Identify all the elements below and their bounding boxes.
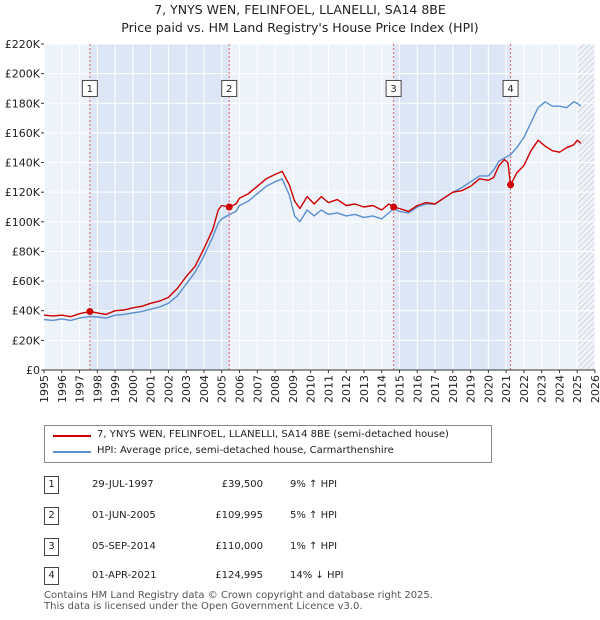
y-tick-label: £140K bbox=[5, 157, 41, 170]
x-tick-label: 2002 bbox=[162, 375, 175, 403]
y-tick-label: £160K bbox=[5, 127, 41, 140]
legend-label-hpi: HPI: Average price, semi-detached house,… bbox=[97, 445, 394, 456]
y-tick-label: £0 bbox=[26, 364, 40, 377]
sale-label-box bbox=[81, 79, 98, 97]
x-tick-label: 2014 bbox=[376, 375, 389, 403]
footer-copyright: Contains HM Land Registry data © Crown c… bbox=[44, 590, 433, 601]
x-tick-label: 1996 bbox=[56, 375, 69, 403]
shaded-period bbox=[393, 44, 511, 370]
x-tick-label: 2024 bbox=[553, 375, 566, 403]
x-tick-label: 2023 bbox=[536, 375, 549, 403]
transaction-price: £110,000 bbox=[215, 541, 263, 552]
x-tick-label: 2015 bbox=[393, 375, 406, 403]
sale-point bbox=[225, 203, 233, 211]
y-tick-label: £220K bbox=[5, 38, 41, 51]
transaction-date: 29-JUL-1997 bbox=[92, 479, 154, 490]
x-tick-label: 2012 bbox=[340, 375, 353, 403]
x-tick-label: 1995 bbox=[38, 375, 51, 403]
x-tick-label: 2016 bbox=[411, 375, 424, 403]
chart-title: 7, YNYS WEN, FELINFOEL, LLANELLI, SA14 8… bbox=[154, 2, 446, 17]
x-tick-label: 2010 bbox=[305, 375, 318, 403]
transaction-hpi: 1% ↑ HPI bbox=[290, 541, 338, 552]
x-tick-label: 2006 bbox=[234, 375, 247, 403]
sale-label-text: 2 bbox=[226, 84, 232, 95]
x-tick-label: 2025 bbox=[571, 375, 584, 403]
hpi-line bbox=[43, 101, 582, 322]
y-tick-label: £40K bbox=[12, 305, 41, 318]
transaction-number: 1 bbox=[44, 476, 59, 494]
sale-label-box bbox=[502, 79, 519, 97]
transaction-date: 01-APR-2021 bbox=[92, 570, 157, 581]
legend-label-property: 7, YNYS WEN, FELINFOEL, LLANELLI, SA14 8… bbox=[97, 429, 449, 440]
transaction-hpi: 14% ↓ HPI bbox=[290, 570, 344, 581]
sale-point bbox=[86, 307, 94, 315]
x-tick-label: 2026 bbox=[589, 375, 600, 403]
x-tick-label: 2011 bbox=[322, 375, 335, 403]
transaction-number: 4 bbox=[44, 567, 59, 585]
transaction-hpi: 9% ↑ HPI bbox=[290, 479, 338, 490]
transaction-number: 3 bbox=[44, 538, 59, 556]
sale-label-text: 4 bbox=[507, 84, 513, 95]
transaction-price: £39,500 bbox=[221, 479, 263, 490]
x-tick-label: 2022 bbox=[518, 375, 531, 403]
sale-label-box bbox=[221, 79, 238, 97]
legend-swatch-property bbox=[53, 435, 91, 437]
x-tick-label: 2018 bbox=[447, 375, 460, 403]
y-tick-label: £120K bbox=[5, 186, 41, 199]
sale-point bbox=[390, 203, 398, 211]
legend-swatch-hpi bbox=[53, 451, 91, 453]
transaction-hpi: 5% ↑ HPI bbox=[290, 510, 338, 521]
x-tick-label: 1998 bbox=[91, 375, 104, 403]
price-chart: 1 2 3 4 £0 £20K £40K £60K £80K £100K £120K £140K £16… bbox=[5, 38, 600, 403]
transaction-date: 01-JUN-2005 bbox=[92, 510, 156, 521]
transaction-number: 2 bbox=[44, 507, 59, 525]
sale-label-text: 1 bbox=[87, 84, 93, 95]
x-tick-label: 2020 bbox=[482, 375, 495, 403]
transaction-date: 05-SEP-2014 bbox=[92, 541, 156, 552]
transaction-price: £109,995 bbox=[215, 510, 263, 521]
y-tick-label: £200K bbox=[5, 68, 41, 81]
x-tick-label: 2017 bbox=[429, 375, 442, 403]
x-tick-label: 2019 bbox=[465, 375, 478, 403]
x-tick-label: 2003 bbox=[180, 375, 193, 403]
x-tick-label: 2004 bbox=[198, 375, 211, 403]
sale-label-text: 3 bbox=[390, 84, 396, 95]
footer-licence: This data is licensed under the Open Gov… bbox=[44, 601, 363, 612]
x-tick-label: 1997 bbox=[74, 375, 87, 403]
y-tick-label: £180K bbox=[5, 97, 41, 110]
x-tick-label: 2009 bbox=[287, 375, 300, 403]
x-tick-label: 2008 bbox=[269, 375, 282, 403]
x-tick-label: 2005 bbox=[216, 375, 229, 403]
sale-label-box bbox=[385, 79, 402, 97]
sale-point bbox=[507, 181, 515, 189]
x-tick-label: 2001 bbox=[145, 375, 158, 403]
transaction-price: £124,995 bbox=[215, 570, 263, 581]
y-tick-label: £60K bbox=[12, 275, 41, 288]
legend: 7, YNYS WEN, FELINFOEL, LLANELLI, SA14 8… bbox=[44, 425, 492, 463]
x-tick-label: 2021 bbox=[500, 375, 513, 403]
chart-subtitle: Price paid vs. HM Land Registry's House … bbox=[121, 20, 479, 35]
shaded-period bbox=[89, 44, 230, 370]
x-tick-label: 2007 bbox=[251, 375, 264, 403]
y-tick-label: £80K bbox=[12, 245, 41, 258]
x-tick-label: 1999 bbox=[109, 375, 122, 403]
y-tick-label: £20K bbox=[12, 334, 41, 347]
x-tick-label: 2000 bbox=[127, 375, 140, 403]
x-tick-label: 2013 bbox=[358, 375, 371, 403]
forecast-hatch bbox=[577, 44, 595, 370]
y-tick-label: £100K bbox=[5, 216, 41, 229]
property-price-line bbox=[43, 139, 582, 318]
